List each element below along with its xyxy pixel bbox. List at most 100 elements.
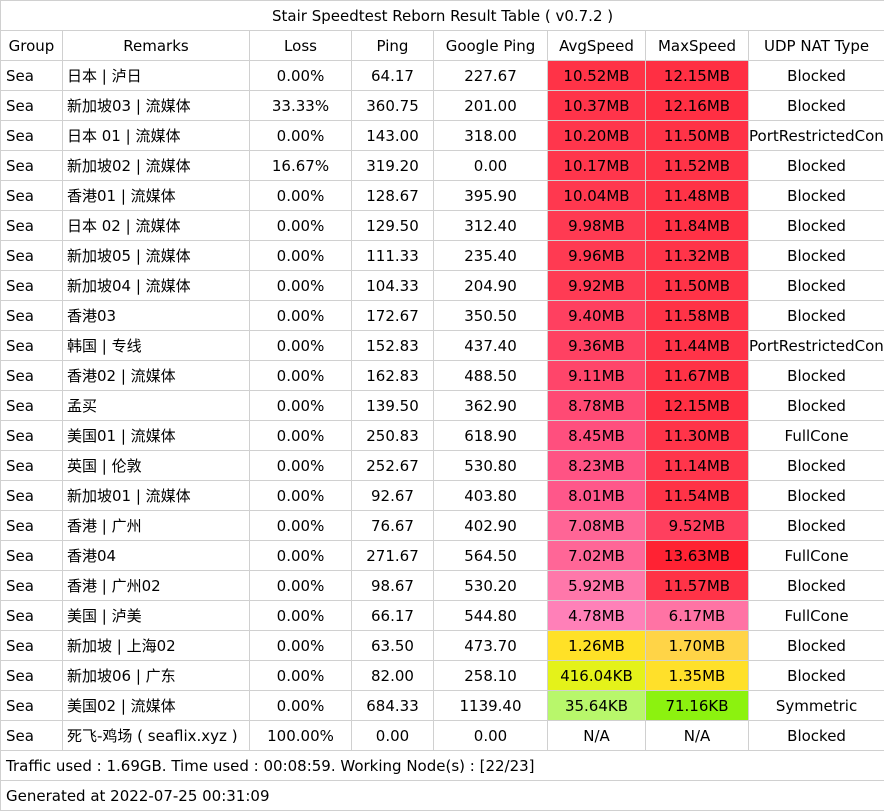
- cell-max-speed: 11.58MB: [646, 301, 749, 331]
- cell-group: Sea: [1, 121, 63, 151]
- cell-max-speed: 11.14MB: [646, 451, 749, 481]
- header-remarks: Remarks: [63, 31, 250, 61]
- cell-avg-speed: N/A: [548, 721, 646, 751]
- cell-ping: 684.33: [352, 691, 434, 721]
- cell-group: Sea: [1, 691, 63, 721]
- cell-ping: 104.33: [352, 271, 434, 301]
- cell-ping: 360.75: [352, 91, 434, 121]
- cell-google-ping: 0.00: [434, 151, 548, 181]
- cell-ping: 129.50: [352, 211, 434, 241]
- cell-loss: 33.33%: [250, 91, 352, 121]
- cell-google-ping: 201.00: [434, 91, 548, 121]
- cell-loss: 0.00%: [250, 61, 352, 91]
- cell-loss: 0.00%: [250, 271, 352, 301]
- cell-group: Sea: [1, 301, 63, 331]
- cell-group: Sea: [1, 271, 63, 301]
- cell-loss: 0.00%: [250, 661, 352, 691]
- cell-remarks: 新加坡05 | 流媒体: [63, 241, 250, 271]
- cell-max-speed: 11.67MB: [646, 361, 749, 391]
- cell-remarks: 香港 | 广州: [63, 511, 250, 541]
- cell-google-ping: 402.90: [434, 511, 548, 541]
- cell-udp-nat-type: Blocked: [749, 661, 884, 691]
- cell-avg-speed: 35.64KB: [548, 691, 646, 721]
- cell-remarks: 新加坡06 | 广东: [63, 661, 250, 691]
- cell-ping: 143.00: [352, 121, 434, 151]
- cell-remarks: 香港03: [63, 301, 250, 331]
- table-title: Stair Speedtest Reborn Result Table ( v0…: [1, 1, 884, 31]
- cell-loss: 0.00%: [250, 211, 352, 241]
- cell-loss: 0.00%: [250, 331, 352, 361]
- cell-loss: 0.00%: [250, 451, 352, 481]
- cell-avg-speed: 10.04MB: [548, 181, 646, 211]
- cell-remarks: 新加坡03 | 流媒体: [63, 91, 250, 121]
- cell-ping: 271.67: [352, 541, 434, 571]
- cell-remarks: 日本 | 泸日: [63, 61, 250, 91]
- cell-avg-speed: 416.04KB: [548, 661, 646, 691]
- cell-avg-speed: 8.23MB: [548, 451, 646, 481]
- cell-udp-nat-type: Blocked: [749, 211, 884, 241]
- cell-udp-nat-type: Blocked: [749, 571, 884, 601]
- cell-remarks: 美国 | 泸美: [63, 601, 250, 631]
- cell-remarks: 韩国 | 专线: [63, 331, 250, 361]
- cell-google-ping: 0.00: [434, 721, 548, 751]
- cell-max-speed: 11.54MB: [646, 481, 749, 511]
- cell-ping: 162.83: [352, 361, 434, 391]
- cell-avg-speed: 9.96MB: [548, 241, 646, 271]
- title-row: Stair Speedtest Reborn Result Table ( v0…: [1, 1, 884, 31]
- cell-remarks: 美国02 | 流媒体: [63, 691, 250, 721]
- cell-udp-nat-type: Blocked: [749, 481, 884, 511]
- header-max-speed: MaxSpeed: [646, 31, 749, 61]
- cell-max-speed: 12.15MB: [646, 61, 749, 91]
- cell-loss: 0.00%: [250, 601, 352, 631]
- header-loss: Loss: [250, 31, 352, 61]
- cell-remarks: 香港 | 广州02: [63, 571, 250, 601]
- cell-avg-speed: 8.01MB: [548, 481, 646, 511]
- cell-max-speed: N/A: [646, 721, 749, 751]
- cell-group: Sea: [1, 421, 63, 451]
- cell-max-speed: 71.16KB: [646, 691, 749, 721]
- cell-ping: 252.67: [352, 451, 434, 481]
- cell-max-speed: 12.16MB: [646, 91, 749, 121]
- cell-google-ping: 362.90: [434, 391, 548, 421]
- cell-max-speed: 11.50MB: [646, 121, 749, 151]
- cell-remarks: 新加坡02 | 流媒体: [63, 151, 250, 181]
- cell-ping: 0.00: [352, 721, 434, 751]
- cell-max-speed: 11.32MB: [646, 241, 749, 271]
- cell-google-ping: 318.00: [434, 121, 548, 151]
- cell-ping: 172.67: [352, 301, 434, 331]
- cell-group: Sea: [1, 511, 63, 541]
- footer-generated: Generated at 2022-07-25 00:31:09: [1, 781, 884, 811]
- cell-google-ping: 395.90: [434, 181, 548, 211]
- cell-udp-nat-type: Blocked: [749, 91, 884, 121]
- cell-loss: 0.00%: [250, 481, 352, 511]
- cell-max-speed: 11.50MB: [646, 271, 749, 301]
- cell-group: Sea: [1, 91, 63, 121]
- cell-google-ping: 488.50: [434, 361, 548, 391]
- cell-avg-speed: 7.08MB: [548, 511, 646, 541]
- cell-ping: 66.17: [352, 601, 434, 631]
- cell-remarks: 新加坡01 | 流媒体: [63, 481, 250, 511]
- cell-group: Sea: [1, 601, 63, 631]
- cell-remarks: 孟买: [63, 391, 250, 421]
- header-google-ping: Google Ping: [434, 31, 548, 61]
- cell-max-speed: 11.44MB: [646, 331, 749, 361]
- footer-generated-row: Generated at 2022-07-25 00:31:09: [1, 781, 884, 811]
- cell-ping: 111.33: [352, 241, 434, 271]
- cell-ping: 63.50: [352, 631, 434, 661]
